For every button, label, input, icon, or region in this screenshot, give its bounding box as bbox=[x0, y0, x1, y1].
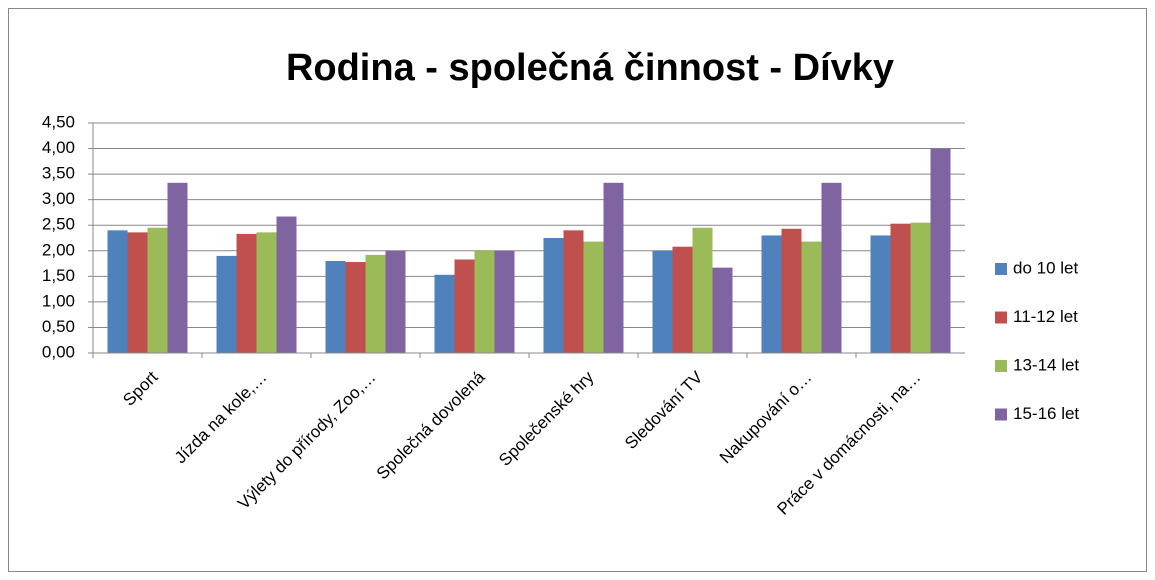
bar bbox=[474, 250, 495, 353]
bar bbox=[494, 250, 515, 353]
chart-title: Rodina - společná činnost - Dívky bbox=[286, 47, 894, 89]
bar bbox=[147, 227, 168, 353]
bar bbox=[325, 261, 346, 353]
bar bbox=[821, 182, 842, 353]
bar bbox=[543, 238, 564, 353]
legend-label: 15-16 let bbox=[1013, 404, 1079, 423]
bar bbox=[801, 241, 822, 353]
bar bbox=[434, 274, 455, 353]
bar bbox=[236, 233, 257, 353]
legend-swatch bbox=[995, 311, 1007, 324]
legend-label: do 10 let bbox=[1013, 258, 1078, 277]
bar bbox=[385, 250, 406, 353]
bar bbox=[890, 223, 911, 353]
bar bbox=[870, 235, 891, 353]
y-tick-label: 1,00 bbox=[42, 291, 75, 310]
bar bbox=[930, 148, 951, 353]
bar bbox=[454, 259, 475, 353]
y-tick-label: 4,50 bbox=[42, 112, 75, 131]
bar bbox=[256, 232, 277, 353]
y-tick-label: 3,00 bbox=[42, 189, 75, 208]
legend-swatch bbox=[995, 408, 1007, 421]
bar bbox=[365, 254, 386, 353]
bar bbox=[672, 246, 693, 353]
bar bbox=[761, 235, 782, 353]
bar bbox=[910, 222, 931, 353]
y-tick-label: 2,00 bbox=[42, 240, 75, 259]
y-tick-label: 4,00 bbox=[42, 138, 75, 157]
bar bbox=[563, 230, 584, 353]
bar bbox=[712, 267, 733, 353]
bar bbox=[127, 232, 148, 353]
y-tick-label: 2,50 bbox=[42, 215, 75, 234]
y-tick-label: 3,50 bbox=[42, 164, 75, 183]
y-tick-label: 0,50 bbox=[42, 317, 75, 336]
bar bbox=[107, 230, 128, 353]
bar bbox=[692, 227, 713, 353]
y-tick-label: 0,00 bbox=[42, 342, 75, 361]
bar bbox=[345, 262, 366, 353]
bar bbox=[603, 182, 624, 353]
y-tick-label: 1,50 bbox=[42, 266, 75, 285]
bar bbox=[781, 228, 802, 353]
bar bbox=[167, 182, 188, 353]
legend-label: 13-14 let bbox=[1013, 355, 1079, 374]
legend-swatch bbox=[995, 263, 1007, 275]
legend-swatch bbox=[995, 360, 1007, 372]
bar bbox=[276, 216, 297, 353]
bar bbox=[652, 250, 673, 353]
legend-label: 11-12 let bbox=[1013, 307, 1078, 326]
bar bbox=[583, 241, 604, 353]
bar bbox=[216, 255, 237, 353]
